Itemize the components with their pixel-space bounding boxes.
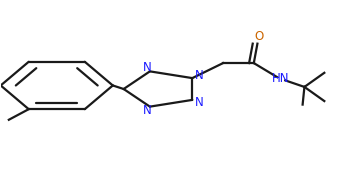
Text: HN: HN xyxy=(272,72,289,85)
Text: N: N xyxy=(195,96,203,109)
Text: N: N xyxy=(143,104,152,117)
Text: O: O xyxy=(254,30,263,43)
Text: N: N xyxy=(195,69,203,82)
Text: N: N xyxy=(143,61,152,74)
